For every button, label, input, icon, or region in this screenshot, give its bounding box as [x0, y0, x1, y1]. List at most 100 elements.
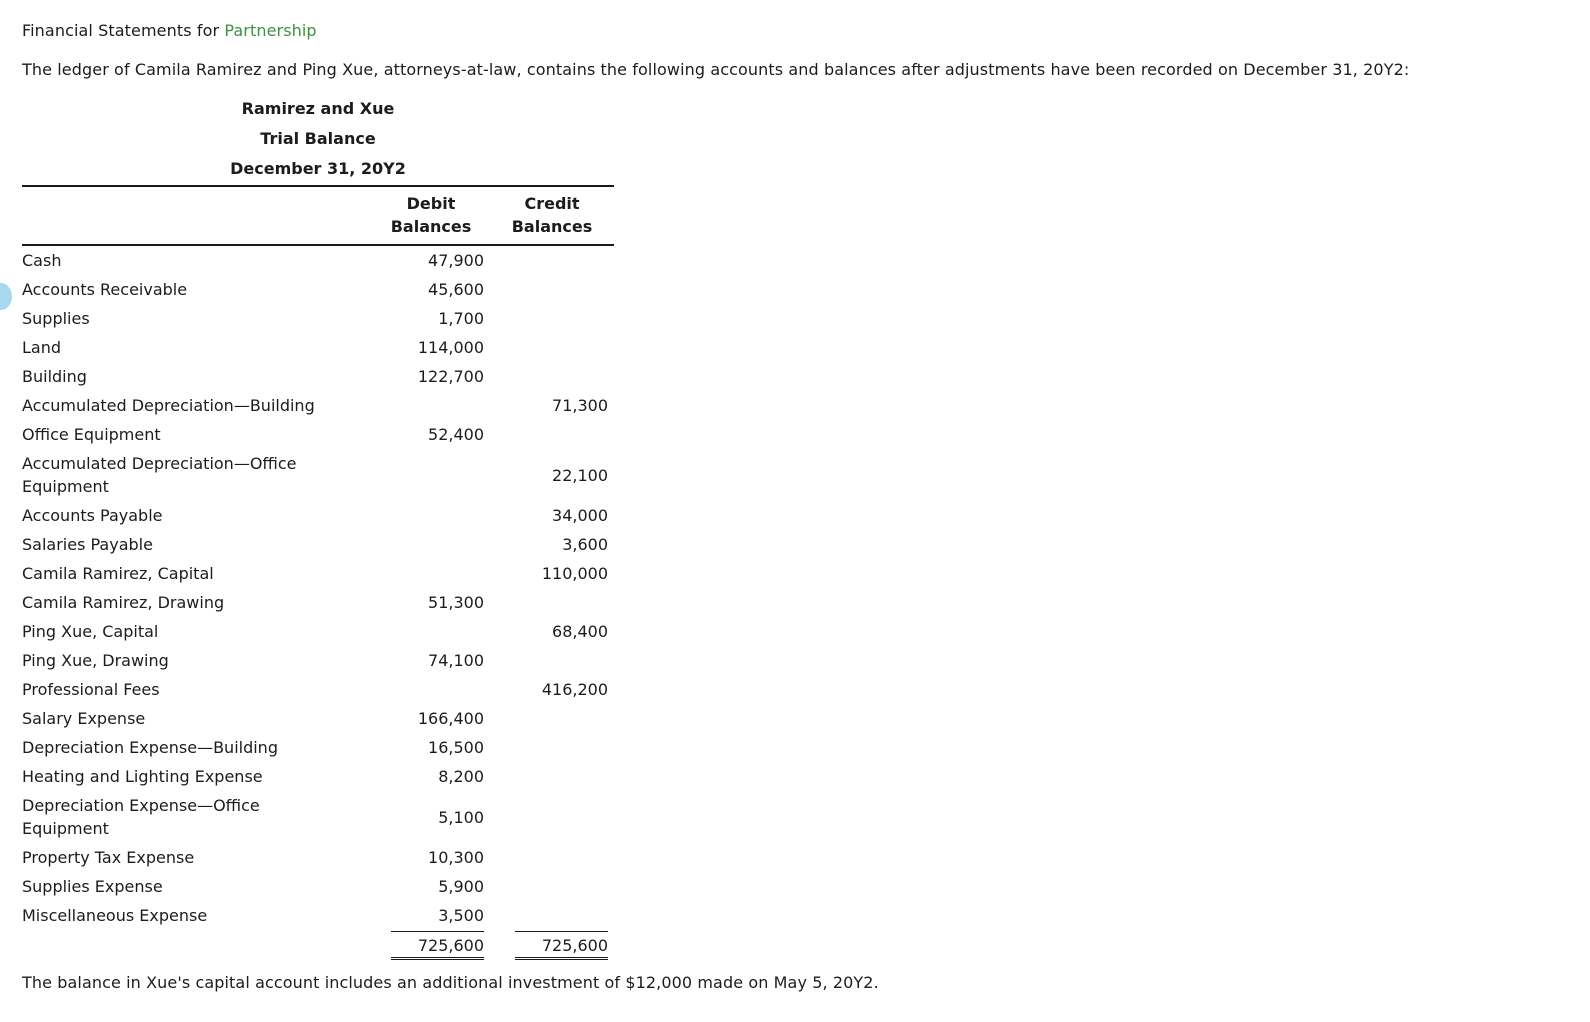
account-name: Professional Fees: [22, 680, 160, 699]
debit-total-cell: 725,600: [372, 930, 490, 970]
credit-value: [490, 646, 614, 675]
table-row: Cash 47,900: [22, 245, 614, 275]
account-name: Cash: [22, 251, 62, 270]
table-row: Professional Fees 416,200: [22, 675, 614, 704]
trial-balance-table: Debit Balances Credit Balances Cash 47,9…: [22, 185, 614, 970]
credit-value: [490, 304, 614, 333]
credit-value: [490, 843, 614, 872]
debit-value: 5,100: [438, 807, 484, 827]
footnote: The balance in Xue's capital account inc…: [22, 973, 879, 992]
totals-row: 725,600 725,600: [22, 930, 614, 970]
account-name: Building: [22, 367, 87, 386]
credit-value: 3,600: [562, 535, 608, 554]
table-row: Ping Xue, Drawing 74,100: [22, 646, 614, 675]
debit-value: 51,300: [428, 593, 484, 612]
account-name: Salaries Payable: [22, 535, 153, 554]
debit-value: [372, 617, 490, 646]
statement-date: December 31, 20Y2: [230, 159, 406, 178]
credit-total-cell: 725,600: [490, 930, 614, 970]
credit-value: [490, 420, 614, 449]
table-row: Land 114,000: [22, 333, 614, 362]
account-name: Office Equipment: [22, 425, 161, 444]
account-name: Supplies Expense: [22, 877, 163, 896]
debit-value: 166,400: [417, 709, 484, 728]
debit-value: [372, 559, 490, 588]
credit-value: [490, 333, 614, 362]
table-row: Miscellaneous Expense 3,500: [22, 901, 614, 930]
table-row: Depreciation Expense—Building 16,500: [22, 733, 614, 762]
debit-total: 725,600: [391, 931, 484, 960]
table-row: Camila Ramirez, Drawing 51,300: [22, 588, 614, 617]
credit-value: [490, 275, 614, 304]
debit-value: [372, 530, 490, 559]
debit-value: [372, 501, 490, 530]
account-name: Ping Xue, Capital: [22, 622, 159, 641]
debit-value: [372, 675, 490, 704]
table-row: Depreciation Expense—Office Equipment 5,…: [22, 791, 614, 843]
credit-total: 725,600: [515, 931, 608, 960]
table-row: Ping Xue, Capital 68,400: [22, 617, 614, 646]
partnership-link[interactable]: Partnership: [224, 21, 317, 40]
column-header-row: Debit Balances Credit Balances: [22, 185, 614, 246]
account-name: Miscellaneous Expense: [22, 906, 208, 925]
table-row: Property Tax Expense 10,300: [22, 843, 614, 872]
account-name: Accounts Receivable: [22, 280, 188, 299]
table-row: Building 122,700: [22, 362, 614, 391]
credit-value: 71,300: [552, 396, 608, 415]
account-name: Accounts Payable: [22, 506, 163, 525]
account-name: Accumulated Depreciation—Office Equipmen…: [22, 454, 297, 496]
account-name: Depreciation Expense—Office Equipment: [22, 796, 260, 838]
table-row: Supplies Expense 5,900: [22, 872, 614, 901]
intro-paragraph: The ledger of Camila Ramirez and Ping Xu…: [22, 60, 1410, 79]
table-row: Salaries Payable 3,600: [22, 530, 614, 559]
debit-value: 114,000: [417, 338, 484, 357]
debit-value: 74,100: [428, 651, 484, 670]
statement-name: Trial Balance: [260, 129, 376, 148]
account-name: Salary Expense: [22, 709, 146, 728]
account-name: Ping Xue, Drawing: [22, 651, 169, 670]
debit-value: [372, 391, 490, 420]
debit-value: 45,600: [428, 280, 484, 299]
table-row: Accounts Payable 34,000: [22, 501, 614, 530]
left-edge-marker: [0, 283, 12, 310]
account-column-header: [22, 185, 372, 246]
table-row: Salary Expense 166,400: [22, 704, 614, 733]
debit-value: [372, 449, 490, 501]
credit-value: [490, 733, 614, 762]
account-name: Camila Ramirez, Drawing: [22, 593, 225, 612]
credit-value: [490, 588, 614, 617]
account-name: Supplies: [22, 309, 90, 328]
debit-column-header: Debit Balances: [372, 185, 490, 246]
debit-value: 5,900: [438, 877, 484, 896]
credit-value: [490, 791, 614, 843]
table-row: Supplies 1,700: [22, 304, 614, 333]
company-name: Ramirez and Xue: [241, 99, 395, 118]
credit-value: [490, 762, 614, 791]
trial-balance-heading: Ramirez and Xue Trial Balance December 3…: [22, 94, 614, 184]
debit-value: 16,500: [428, 738, 484, 757]
table-row: Camila Ramirez, Capital 110,000: [22, 559, 614, 588]
credit-value: 22,100: [552, 465, 608, 485]
trial-balance-body: Cash 47,900 Accounts Receivable 45,600 S…: [22, 245, 614, 930]
credit-value: 68,400: [552, 622, 608, 641]
credit-value: 416,200: [541, 680, 608, 699]
account-name: Property Tax Expense: [22, 848, 195, 867]
credit-value: 110,000: [541, 564, 608, 583]
page-title: Financial Statements for Partnership: [22, 21, 1570, 40]
trial-balance-section: Ramirez and Xue Trial Balance December 3…: [22, 94, 1570, 970]
credit-value: [490, 901, 614, 930]
account-name: Camila Ramirez, Capital: [22, 564, 214, 583]
debit-value: 47,900: [428, 251, 484, 270]
debit-value: 122,700: [417, 367, 484, 386]
credit-value: 34,000: [552, 506, 608, 525]
account-name: Depreciation Expense—Building: [22, 738, 278, 757]
page-title-text: Financial Statements for: [22, 21, 225, 40]
credit-value: [490, 872, 614, 901]
totals-spacer: [22, 930, 372, 970]
credit-value: [490, 704, 614, 733]
account-name: Land: [22, 338, 62, 357]
table-row: Accumulated Depreciation—Office Equipmen…: [22, 449, 614, 501]
credit-column-header: Credit Balances: [490, 185, 614, 246]
table-row: Accounts Receivable 45,600: [22, 275, 614, 304]
